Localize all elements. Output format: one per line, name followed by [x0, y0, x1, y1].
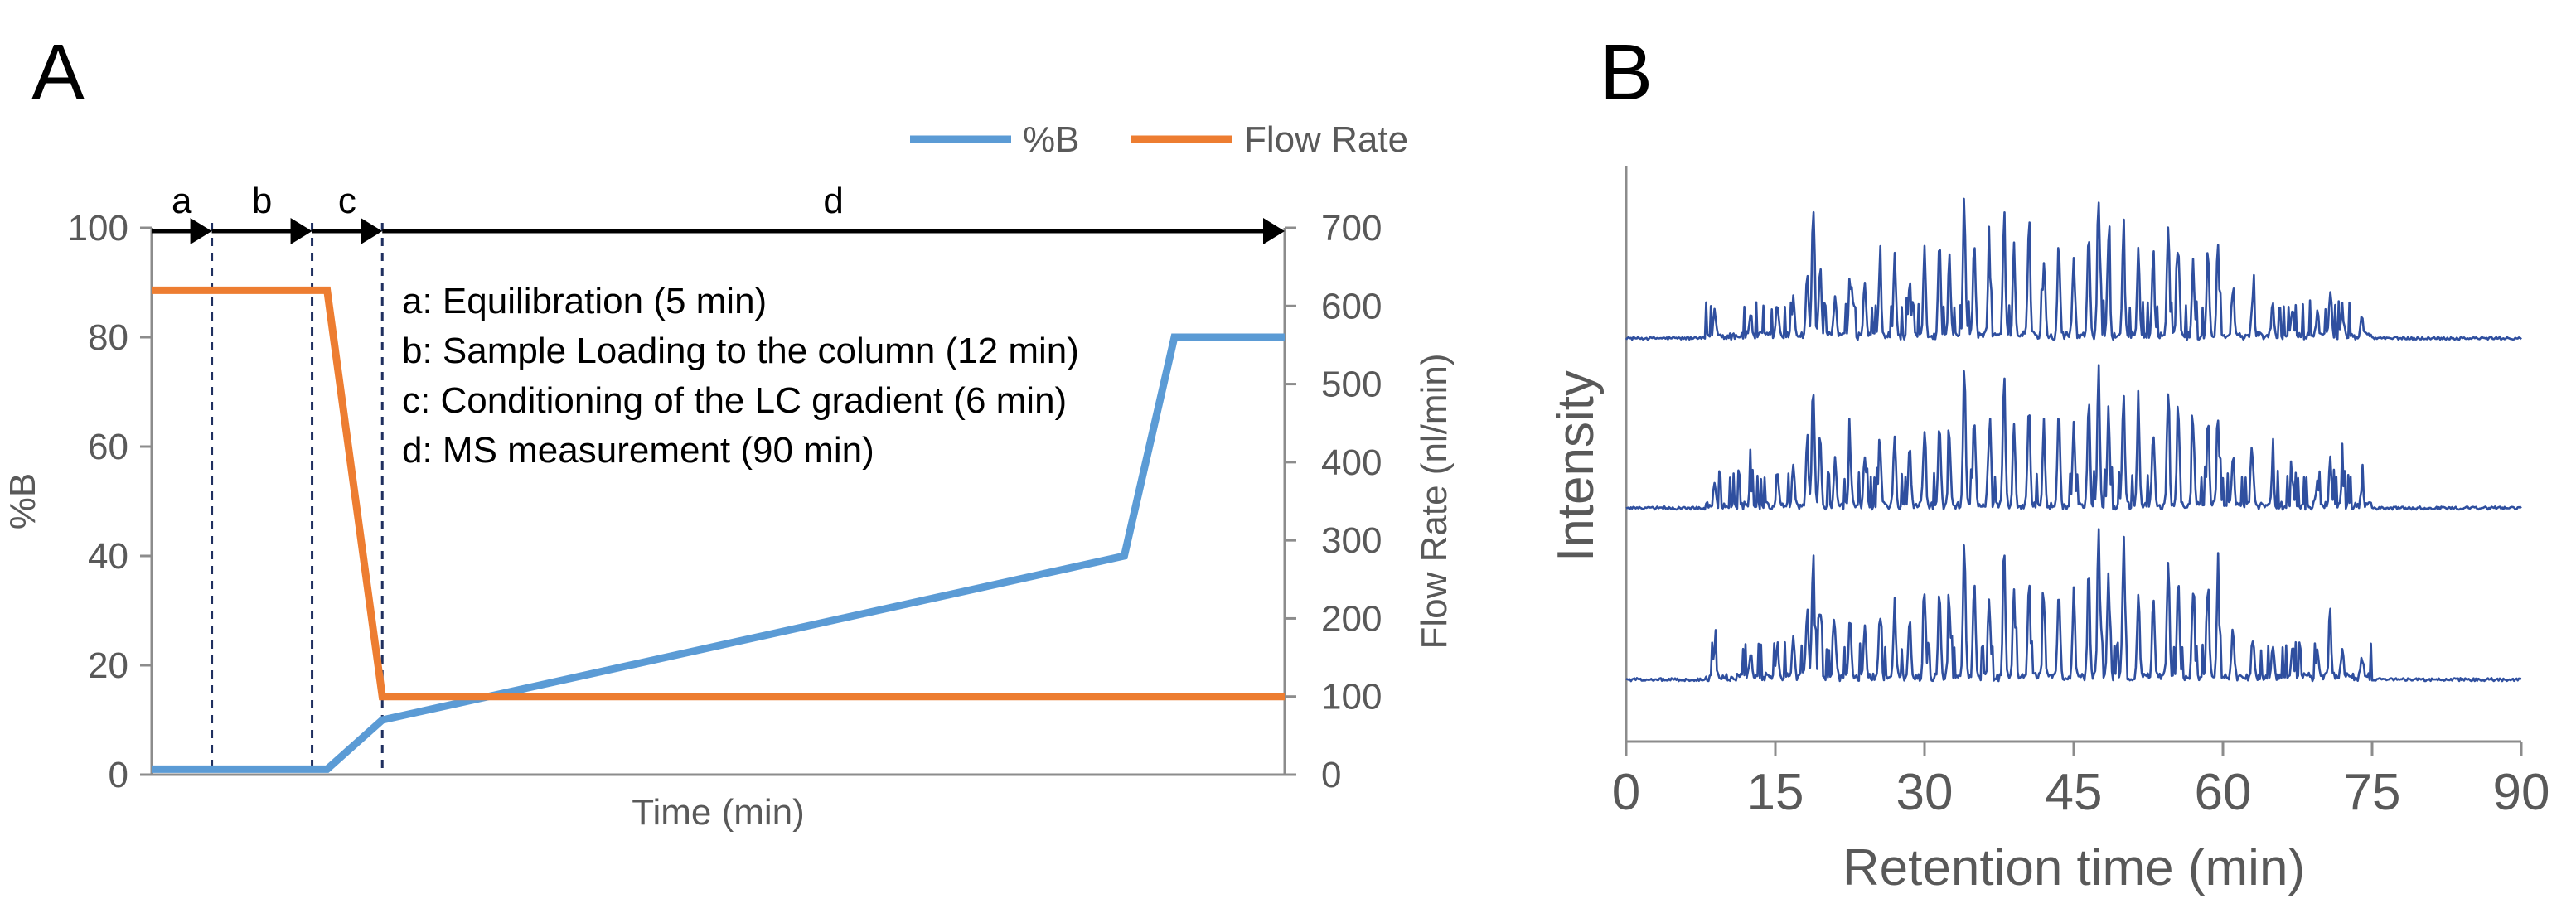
right-tick-label: 600 [1321, 286, 1382, 326]
x-tick-label: 75 [2344, 764, 2401, 821]
x-tick-label: 45 [2046, 764, 2103, 821]
phase-arrow-head [290, 218, 312, 244]
phase-label-d: d [823, 181, 843, 221]
right-tick-label: 200 [1321, 598, 1382, 639]
x-tick-label: 60 [2195, 764, 2252, 821]
x-tick-label: 90 [2493, 764, 2550, 821]
x-tick-label: 30 [1896, 764, 1954, 821]
phase-arrow-head [361, 218, 383, 244]
phase-arrow-head [190, 218, 212, 244]
chromatogram-trace-1 [1625, 197, 2522, 341]
phase-description: d: MS measurement (90 min) [402, 430, 874, 471]
panel-a-chart: 0 20 40 60 80 100 0 100 200 300 400 500 600 700 %B Flow… [2, 119, 1455, 833]
phase-description: a: Equilibration (5 min) [402, 281, 767, 321]
panel-b-label: B [1600, 28, 1653, 117]
phase-label-b: b [252, 181, 272, 221]
left-tick-label: 60 [88, 427, 128, 467]
percent-b-series-line [152, 333, 1285, 773]
phase-description: b: Sample Loading to the column (12 min) [402, 331, 1079, 371]
y-axis-title: Intensity [1547, 370, 1605, 562]
legend-label: Flow Rate [1244, 119, 1408, 160]
left-tick-label: 40 [88, 536, 128, 577]
left-tick-label: 20 [88, 645, 128, 686]
phase-label-c: c [338, 181, 356, 221]
y2-axis-title: Flow Rate (nl/min) [1414, 354, 1455, 650]
right-tick-label: 400 [1321, 442, 1382, 483]
x-axis-title: Retention time (min) [1842, 839, 2305, 896]
right-tick-label: 0 [1321, 755, 1341, 795]
left-tick-label: 80 [88, 317, 128, 358]
phase-label-a: a [172, 181, 192, 221]
chromatogram-trace-3 [1625, 528, 2522, 683]
left-tick-label: 0 [109, 755, 128, 795]
panel-a-label: A [31, 28, 85, 117]
right-tick-label: 100 [1321, 677, 1382, 717]
phase-description: c: Conditioning of the LC gradient (6 mi… [402, 380, 1067, 421]
left-tick-label: 100 [68, 208, 128, 249]
x-axis-title: Time (min) [632, 792, 805, 833]
right-tick-label: 700 [1321, 208, 1382, 249]
panel-b-chart: 0 15 30 45 60 75 90 Retention time (min) Intensi… [1547, 166, 2549, 896]
x-tick-label: 0 [1612, 764, 1640, 821]
flow-rate-series-line [152, 286, 1285, 701]
phase-arrow-head [1263, 218, 1285, 244]
y-axis-title: %B [2, 473, 43, 529]
legend-label: %B [1023, 119, 1079, 160]
chromatogram-trace-2 [1625, 364, 2522, 511]
right-tick-label: 500 [1321, 365, 1382, 405]
right-tick-label: 300 [1321, 520, 1382, 561]
x-tick-label: 15 [1747, 764, 1804, 821]
